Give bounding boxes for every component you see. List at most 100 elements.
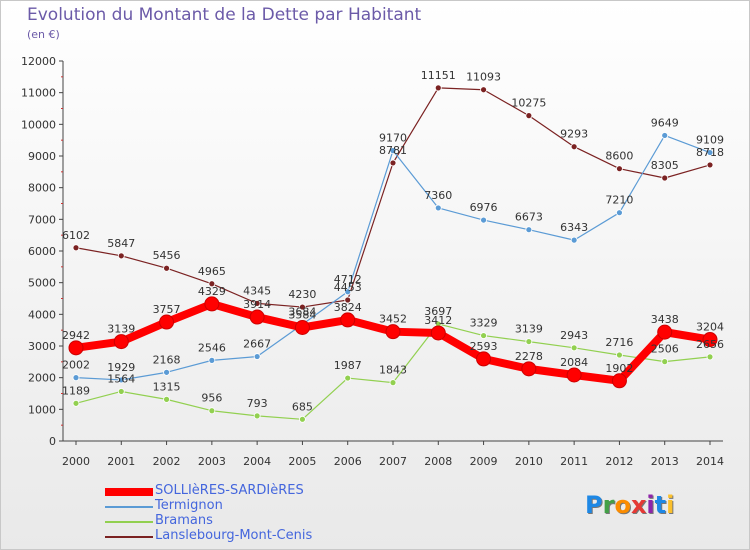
legend-swatch <box>105 536 153 538</box>
data-label: 2656 <box>696 338 724 351</box>
y-tick-label: 11000 <box>21 87 56 100</box>
logo-letter: P <box>585 491 603 519</box>
logo-letter: t <box>654 491 667 519</box>
data-point <box>657 324 673 340</box>
data-label: 4329 <box>198 285 226 298</box>
data-label: 2546 <box>198 341 226 354</box>
data-point <box>344 296 352 304</box>
data-label: 3452 <box>379 313 407 326</box>
data-label: 10275 <box>511 97 546 110</box>
data-label: 1315 <box>153 380 181 393</box>
data-point <box>480 86 487 94</box>
data-label: 6343 <box>560 221 588 234</box>
data-point <box>661 358 669 366</box>
y-tick-label: 0 <box>49 435 56 448</box>
data-label: 1929 <box>107 361 135 374</box>
data-point <box>117 376 125 384</box>
data-point <box>163 264 170 272</box>
data-label: 8600 <box>605 150 633 163</box>
data-point <box>434 84 442 92</box>
data-point <box>249 309 265 325</box>
data-point <box>661 174 669 182</box>
data-label: 3684 <box>288 305 316 318</box>
data-point <box>706 161 714 169</box>
data-point <box>525 226 533 234</box>
data-label: 7210 <box>605 194 633 207</box>
y-tick-label: 5000 <box>28 277 56 290</box>
legend-swatch <box>105 521 153 523</box>
data-label: 9170 <box>379 132 407 145</box>
data-label: 4712 <box>334 273 362 286</box>
legend-swatch <box>105 506 153 508</box>
logo-letter: r <box>602 491 615 519</box>
x-tick-label: 2014 <box>696 455 724 468</box>
data-label: 3139 <box>107 323 135 336</box>
data-point <box>344 288 352 296</box>
y-tick-label: 4000 <box>28 308 56 321</box>
x-tick-label: 2013 <box>651 455 679 468</box>
data-label: 2593 <box>470 340 498 353</box>
legend-label: SOLLIèRES-SARDIèRES <box>155 483 304 498</box>
data-label: 3757 <box>153 303 181 316</box>
y-tick-label: 12000 <box>21 55 56 68</box>
data-point <box>163 395 170 403</box>
data-point <box>706 353 714 361</box>
legend-label: Termignon <box>155 498 223 513</box>
data-point <box>661 132 669 139</box>
data-label: 4230 <box>288 288 316 301</box>
data-point <box>702 332 718 348</box>
data-label: 9109 <box>696 134 724 147</box>
data-label: 4453 <box>334 281 362 294</box>
data-label: 5847 <box>107 237 135 250</box>
chart-title: Evolution du Montant de la Dette par Hab… <box>27 5 422 25</box>
data-point <box>521 361 537 377</box>
data-point <box>299 303 306 311</box>
data-point <box>525 112 533 120</box>
data-label: 956 <box>201 392 222 405</box>
data-point <box>208 356 216 364</box>
data-point <box>480 216 487 224</box>
data-point <box>68 340 84 356</box>
data-label: 3914 <box>243 298 271 311</box>
data-label: 1843 <box>379 364 407 377</box>
data-label: 2942 <box>62 329 90 342</box>
data-point <box>389 159 397 167</box>
logo-letter: o <box>614 491 631 519</box>
x-tick-label: 2012 <box>605 455 633 468</box>
data-point <box>566 367 582 383</box>
data-label: 8305 <box>651 159 679 172</box>
x-tick-label: 2006 <box>334 455 362 468</box>
data-point <box>208 407 216 415</box>
data-point <box>616 209 623 217</box>
x-tick-label: 2003 <box>198 455 226 468</box>
data-label: 8718 <box>696 146 724 159</box>
data-label: 793 <box>247 397 268 410</box>
data-point <box>344 374 352 382</box>
data-point <box>159 314 175 330</box>
data-point <box>476 351 492 367</box>
data-label: 3329 <box>470 317 498 330</box>
data-label: 1987 <box>334 359 362 372</box>
data-point <box>253 412 261 420</box>
data-point <box>616 351 623 359</box>
y-tick-label: 2000 <box>28 372 56 385</box>
data-point <box>294 320 310 336</box>
data-label: 2667 <box>243 338 271 351</box>
data-point <box>253 300 261 307</box>
y-tick-label: 6000 <box>28 245 56 258</box>
logo-letter: i <box>646 491 655 519</box>
data-label: 3139 <box>515 323 543 336</box>
data-point <box>611 373 627 389</box>
data-point <box>299 415 306 423</box>
logo-letter: i <box>666 491 675 519</box>
data-label: 3412 <box>424 314 452 327</box>
data-label: 1189 <box>62 384 90 397</box>
data-label: 11151 <box>421 69 456 82</box>
data-label: 9293 <box>560 128 588 141</box>
data-point <box>389 379 397 387</box>
data-point <box>113 334 129 350</box>
data-point <box>72 244 80 252</box>
data-point <box>117 252 125 260</box>
